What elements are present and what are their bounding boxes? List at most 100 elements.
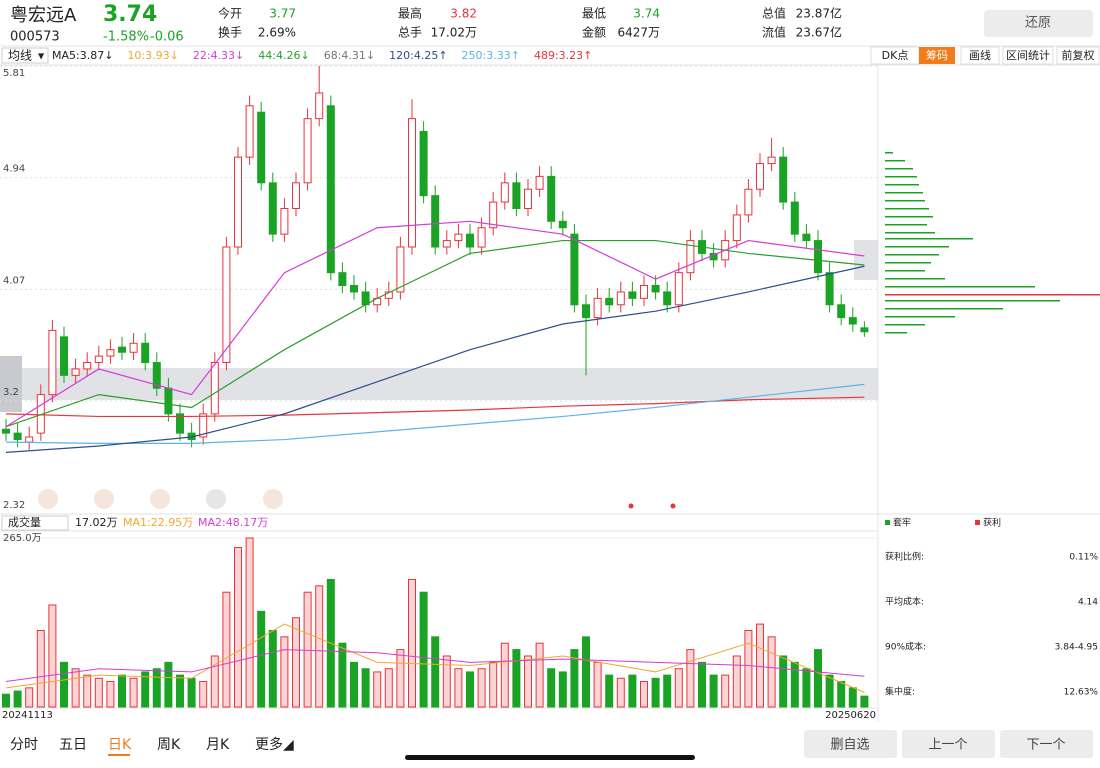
ma-select-label[interactable]: 均线: [8, 49, 32, 63]
candle-body: [176, 413, 184, 434]
nav-button[interactable]: [902, 730, 995, 758]
candle-body: [674, 272, 683, 306]
y-tick-label: 4.07: [3, 275, 25, 286]
volume-bar: [466, 671, 474, 708]
y-tick-label: 4.94: [3, 164, 25, 175]
volume-bar: [616, 677, 625, 708]
candle-body: [141, 342, 150, 364]
candle-body: [315, 92, 324, 120]
period-tab[interactable]: 月K: [206, 737, 230, 753]
volume-bar: [2, 693, 10, 708]
tool-label[interactable]: DK点: [882, 49, 909, 62]
candle-body: [524, 188, 532, 209]
stat-label: 流值: [762, 25, 786, 40]
candle-body: [640, 285, 648, 299]
caret: ▼: [38, 52, 45, 61]
period-tab[interactable]: 日K: [108, 737, 132, 753]
volume-bar: [732, 655, 741, 708]
ma-legend: MA5:3.87↓: [52, 49, 113, 62]
ma-legend: 120:4.25↑: [389, 49, 447, 62]
candle-body: [245, 105, 254, 158]
legend-swatch: [975, 520, 980, 525]
nav-button-label[interactable]: 上一个: [928, 738, 967, 753]
period-tab[interactable]: 周K: [157, 737, 181, 753]
volume-select[interactable]: [1, 515, 69, 531]
candle-body: [222, 246, 231, 364]
volume-bar: [489, 661, 498, 708]
candle-body: [593, 297, 602, 319]
chart-controls[interactable]: [38, 489, 283, 509]
tool-label[interactable]: 筹码: [926, 48, 948, 62]
nav-button[interactable]: [804, 730, 897, 758]
candle-body: [350, 285, 358, 293]
tool-label[interactable]: 区间统计: [1006, 49, 1050, 62]
restore-label[interactable]: 还原: [1025, 16, 1051, 31]
tool-button[interactable]: [1002, 46, 1054, 65]
ma-legend: 250:3.33↑: [462, 49, 520, 62]
candle-body: [419, 130, 428, 197]
volume-bar: [686, 649, 695, 708]
candle-body: [106, 349, 115, 357]
stat-value: 6427万: [617, 26, 660, 40]
stat-label: 总手: [398, 26, 422, 40]
stat-value: 23.67亿: [796, 25, 842, 40]
candle-body: [837, 304, 846, 319]
volume-bar: [547, 668, 556, 708]
date-label: 20241113: [2, 710, 53, 721]
y-tick-label: 265.0万: [3, 533, 42, 544]
restore-button[interactable]: [984, 10, 1093, 37]
candle-body: [489, 201, 498, 229]
period-tab[interactable]: 五日: [59, 737, 87, 753]
volume-bar: [651, 677, 660, 708]
candle-body: [860, 327, 869, 333]
stat-label: 最低: [582, 7, 606, 21]
stat-value: 3.74: [633, 7, 660, 21]
candle-body: [756, 163, 764, 190]
candle-body: [767, 156, 776, 165]
tool-button[interactable]: [1056, 46, 1100, 65]
tool-button[interactable]: [919, 47, 955, 64]
candle-body: [94, 355, 103, 364]
volume-bar: [419, 591, 428, 708]
chip-value: 3.84-4.95: [1055, 643, 1098, 653]
nav-button-label[interactable]: 删自选: [830, 738, 869, 753]
candle-body: [814, 240, 822, 274]
candle-body: [431, 195, 440, 248]
candle-body: [83, 362, 92, 370]
candle-body: [744, 188, 753, 216]
candle-body: [582, 304, 590, 319]
nav-button-label[interactable]: 下一个: [1026, 738, 1065, 753]
ma-legend: 489:3.23↑: [534, 49, 592, 62]
nav-button[interactable]: [1000, 730, 1093, 758]
tool-button[interactable]: [960, 46, 1000, 65]
period-tab[interactable]: 分时: [10, 737, 38, 753]
ma-line: [5, 383, 865, 444]
candle-body: [558, 220, 567, 229]
volume-bar: [268, 629, 277, 708]
volume-bar: [837, 680, 846, 708]
volume-title[interactable]: 成交量: [8, 515, 41, 529]
volume-bar: [94, 677, 103, 708]
volume-bar: [129, 677, 138, 708]
ma-select[interactable]: [1, 47, 49, 64]
candle-body: [605, 297, 614, 306]
tool-label[interactable]: 画线: [969, 48, 991, 62]
change-pct: -1.58%: [103, 30, 149, 45]
volume-bar: [825, 674, 834, 708]
tab-underline: [108, 754, 130, 756]
volume-bar: [558, 671, 567, 708]
volume-bar: [640, 680, 648, 708]
candle-body: [663, 291, 672, 306]
candle-body: [686, 240, 695, 274]
volume-current: 17.02万: [75, 516, 118, 529]
period-tab[interactable]: 更多◢: [255, 736, 294, 753]
volume-bar: [199, 680, 208, 708]
volume-ma: MA2:48.17万: [198, 516, 268, 529]
volume-bar: [431, 636, 440, 708]
side-handle[interactable]: [0, 356, 22, 412]
candle-body: [570, 233, 579, 306]
candle-body: [326, 105, 335, 274]
volume-bar: [767, 636, 776, 708]
volume-bar: [535, 642, 544, 708]
tool-label[interactable]: 前复权: [1062, 48, 1095, 62]
